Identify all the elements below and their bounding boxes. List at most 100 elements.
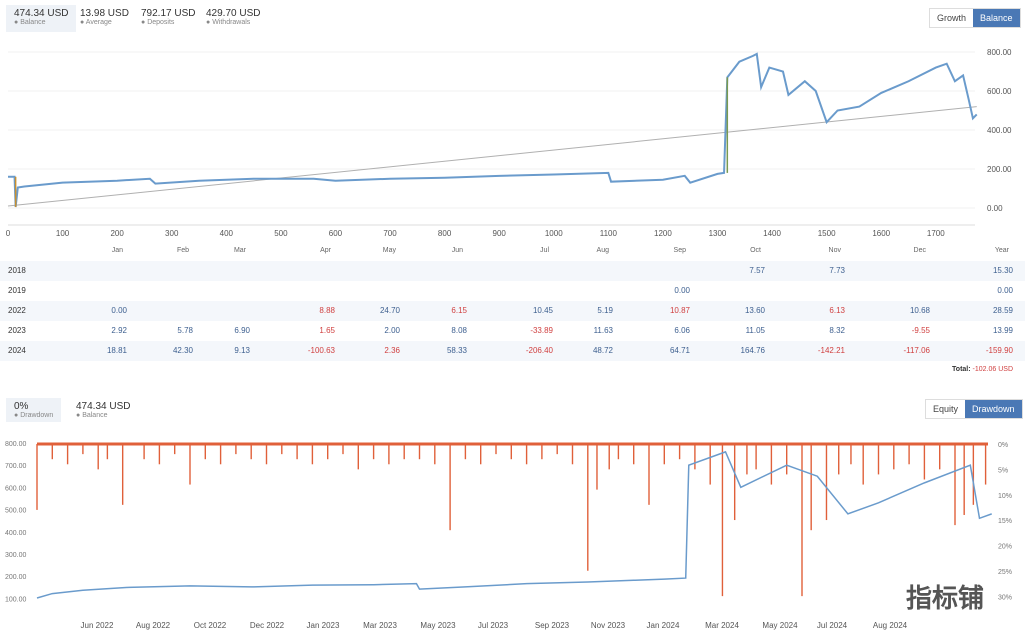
x-tick-label: 1500 [818, 229, 836, 238]
value-cell: 0.00 [111, 306, 127, 315]
y-right-tick-label: 15% [998, 518, 1012, 525]
table-row: 2024 18.81 42.30 9.13 -100.63 2.36 58.33 -206.4… [0, 341, 1025, 361]
value-cell: 8.88 [319, 306, 335, 315]
column-header: Dec [913, 247, 926, 254]
column-header: Jan [111, 247, 123, 254]
year-cell: 2019 [8, 286, 26, 295]
value-cell: 5.19 [597, 306, 613, 315]
value-cell: 48.72 [592, 346, 613, 355]
value-cell: 1.65 [319, 326, 335, 335]
watermark-logo: 指标铺 [906, 584, 985, 614]
trend-line [7, 106, 977, 207]
total-return: Total: -102.06 USD [952, 366, 1013, 373]
y-tick-label: 800.00 [987, 48, 1012, 57]
x-tick-label: Jul 2024 [817, 621, 848, 630]
withdrawals-stat[interactable]: 429.70 USD ● Withdrawals [206, 8, 261, 26]
value-cell: 2.92 [111, 326, 127, 335]
table-header: Jan Feb Mar Apr May Jun Jul Aug Sep Oct Nov Dec Year [0, 241, 1025, 261]
table-row: 2018 7.57 7.73 15.30 [0, 261, 1025, 281]
value-cell: 10.45 [532, 306, 553, 315]
value-cell: 6.13 [829, 306, 845, 315]
value-cell: 2.36 [384, 346, 400, 355]
balance-line [8, 52, 978, 208]
y-right-tick-label: 10% [998, 493, 1012, 500]
balance-stat-bottom[interactable]: 474.34 USD ● Balance [76, 401, 131, 419]
value-cell: 11.63 [593, 326, 613, 335]
value-cell: -159.90 [985, 346, 1013, 355]
value-cell: 5.78 [177, 326, 193, 335]
x-tick-label: Jan 2023 [307, 621, 340, 630]
value-cell: 18.81 [106, 346, 127, 355]
drawdown-mode-toggle: Equity Drawdown [925, 399, 1023, 419]
value-cell: -117.06 [903, 346, 930, 355]
chart-mode-toggle: Growth Balance [929, 8, 1021, 28]
value-cell: 24.70 [379, 306, 400, 315]
x-tick-label: Sep 2023 [535, 621, 570, 630]
column-header: Sep [673, 247, 686, 254]
x-tick-label: 1700 [927, 229, 945, 238]
value-cell: 13.99 [992, 326, 1013, 335]
x-tick-label: 500 [274, 229, 288, 238]
value-cell: 6.15 [451, 306, 467, 315]
y-right-tick-label: 0% [998, 442, 1008, 449]
x-tick-label: May 2024 [762, 621, 798, 630]
average-stat[interactable]: 13.98 USD ● Average [80, 8, 129, 26]
y-left-tick-label: 300.00 [5, 552, 27, 559]
y-right-tick-label: 25% [998, 569, 1012, 576]
balance-stat[interactable]: 474.34 USD ● Balance [6, 5, 77, 32]
value-cell: 15.30 [992, 266, 1013, 275]
x-tick-label: 600 [329, 229, 343, 238]
year-cell: 2018 [8, 266, 26, 275]
y-tick-label: 400.00 [987, 126, 1012, 135]
value-cell: -33.89 [530, 326, 553, 335]
value-cell: 7.57 [749, 266, 765, 275]
value-cell: 0.00 [997, 286, 1013, 295]
column-header: May [382, 247, 396, 254]
column-header: Nov [828, 247, 841, 254]
value-cell: 42.30 [172, 346, 193, 355]
drawdown-stat[interactable]: 0% ● Drawdown [6, 398, 62, 422]
x-tick-label: 1600 [872, 229, 890, 238]
balance-button[interactable]: Balance [973, 9, 1020, 27]
drawdown-button[interactable]: Drawdown [965, 400, 1022, 418]
y-left-tick-label: 600.00 [5, 485, 27, 492]
column-header: Aug [596, 247, 609, 254]
value-cell: 6.06 [674, 326, 690, 335]
value-cell: 11.05 [745, 326, 765, 335]
value-cell: 9.13 [234, 346, 250, 355]
x-tick-label: 800 [438, 229, 452, 238]
x-tick-label: Jan 2024 [647, 621, 680, 630]
column-header: Jul [540, 247, 549, 254]
value-cell: 2.00 [384, 326, 400, 335]
x-tick-label: 200 [110, 229, 124, 238]
x-tick-label: 1100 [600, 229, 618, 238]
growth-button[interactable]: Growth [937, 13, 967, 23]
column-header: Apr [320, 247, 331, 254]
table-row: 2023 2.92 5.78 6.90 1.65 2.00 8.08 -33.89 11.63 6… [0, 321, 1025, 341]
x-tick-label: 300 [165, 229, 179, 238]
y-left-tick-label: 700.00 [5, 463, 27, 470]
x-tick-label: Mar 2023 [363, 621, 397, 630]
deposits-stat[interactable]: 792.17 USD ● Deposits [141, 8, 196, 26]
x-tick-label: 400 [220, 229, 234, 238]
value-cell: 8.08 [451, 326, 467, 335]
x-tick-label: 0 [6, 229, 11, 238]
x-tick-label: Jul 2023 [478, 621, 509, 630]
value-cell: -100.63 [307, 346, 335, 355]
x-tick-label: 1000 [545, 229, 563, 238]
y-right-tick-label: 30% [998, 594, 1012, 601]
year-cell: 2024 [8, 346, 26, 355]
value-cell: 8.32 [829, 326, 845, 335]
x-tick-label: Dec 2022 [250, 621, 285, 630]
column-header: Mar [233, 247, 246, 254]
x-tick-label: 1400 [763, 229, 781, 238]
value-cell: 0.00 [674, 286, 690, 295]
balance-line [36, 450, 992, 599]
x-tick-label: Aug 2024 [873, 621, 908, 630]
column-header: Feb [176, 247, 189, 254]
x-tick-label: 100 [56, 229, 70, 238]
value-cell: 58.33 [446, 346, 467, 355]
x-tick-label: Mar 2024 [705, 621, 739, 630]
equity-button[interactable]: Equity [933, 404, 959, 414]
